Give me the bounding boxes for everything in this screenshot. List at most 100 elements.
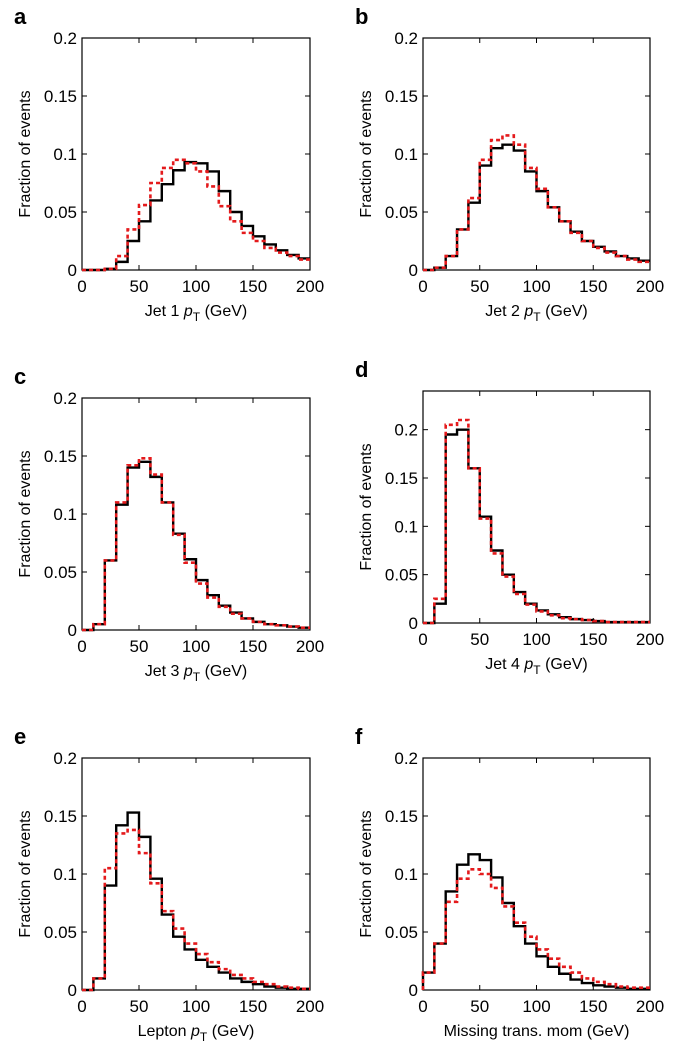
y-tick-label: 0.15 bbox=[44, 807, 77, 826]
panel-e: e 0 50 100 150 200 0 0.05 0.1 0.15 0.2 Fraction of … bbox=[14, 724, 324, 1042]
x-axis-label-sub: T bbox=[193, 310, 201, 324]
y-tick-label: 0.05 bbox=[385, 203, 418, 222]
panel-d: d 0 50 100 150 200 0 0.05 0.1 0.15 0.2 Fraction of … bbox=[355, 357, 664, 677]
y-tick-label: 0 bbox=[409, 614, 418, 633]
y-axis-label: Fraction of events bbox=[17, 90, 34, 217]
x-tick-label: 200 bbox=[296, 277, 324, 296]
y-tick-label: 0.2 bbox=[394, 29, 418, 48]
y-axis-label: Fraction of events bbox=[358, 443, 375, 570]
y-tick-label: 0.05 bbox=[385, 566, 418, 585]
x-tick-label: 50 bbox=[470, 277, 489, 296]
panel-c: c 0 50 100 150 200 0 0.05 0.1 0.15 0.2 Fraction of … bbox=[14, 364, 324, 684]
panel-letter: f bbox=[355, 724, 363, 749]
x-tick-label: 200 bbox=[636, 277, 664, 296]
series-dotted-red bbox=[82, 158, 310, 272]
x-tick-label: 100 bbox=[522, 997, 550, 1016]
series-dotted-red bbox=[421, 868, 650, 990]
x-tick-label: 150 bbox=[579, 630, 607, 649]
panel-letter: a bbox=[14, 4, 27, 29]
x-axis-label: Lepton pT (GeV) bbox=[138, 1023, 255, 1042]
y-tick-label: 0.05 bbox=[385, 923, 418, 942]
series-solid-black bbox=[421, 853, 650, 991]
y-axis-label: Fraction of events bbox=[17, 810, 34, 937]
x-axis-label-text: Jet 3 bbox=[145, 663, 184, 680]
series-solid-black bbox=[82, 160, 310, 272]
x-axis-label-sub: T bbox=[533, 663, 541, 677]
panel-letter: c bbox=[14, 364, 26, 389]
y-tick-label: 0.1 bbox=[53, 865, 77, 884]
y-tick-label: 0.1 bbox=[394, 865, 418, 884]
x-axis-label-text: Jet 4 bbox=[485, 656, 524, 673]
x-axis-label-text: Missing trans. mom (GeV) bbox=[444, 1023, 630, 1040]
x-tick-label: 50 bbox=[130, 997, 149, 1016]
series-dotted-red bbox=[82, 457, 310, 632]
y-tick-label: 0.2 bbox=[394, 421, 418, 440]
x-tick-label: 200 bbox=[296, 637, 324, 656]
x-tick-label: 100 bbox=[182, 637, 210, 656]
plot-frame bbox=[81, 37, 311, 271]
x-axis-label: Jet 2 pT (GeV) bbox=[485, 303, 588, 324]
x-tick-label: 150 bbox=[239, 637, 267, 656]
y-tick-label: 0.2 bbox=[394, 749, 418, 768]
x-axis-label-unit: (GeV) bbox=[541, 656, 588, 673]
x-tick-label: 200 bbox=[636, 630, 664, 649]
y-tick-label: 0.15 bbox=[44, 447, 77, 466]
series-dotted-red bbox=[423, 134, 650, 272]
x-tick-label: 100 bbox=[522, 277, 550, 296]
x-axis-label-var: p bbox=[183, 303, 193, 320]
panel-letter: e bbox=[14, 724, 26, 749]
x-axis-label-text: Jet 2 bbox=[485, 303, 524, 320]
x-axis-label-text: Lepton bbox=[138, 1023, 191, 1040]
x-axis-label: Missing trans. mom (GeV) bbox=[444, 1023, 630, 1040]
y-tick-label: 0.1 bbox=[394, 517, 418, 536]
x-tick-label: 150 bbox=[579, 277, 607, 296]
x-axis-label-var: p bbox=[523, 656, 533, 673]
y-tick-label: 0.2 bbox=[53, 389, 77, 408]
series-solid-black bbox=[82, 460, 310, 632]
x-tick-label: 0 bbox=[418, 997, 427, 1016]
x-tick-label: 150 bbox=[579, 997, 607, 1016]
y-tick-label: 0.15 bbox=[385, 87, 418, 106]
x-tick-label: 50 bbox=[130, 277, 149, 296]
y-tick-label: 0.15 bbox=[44, 87, 77, 106]
x-tick-label: 200 bbox=[636, 997, 664, 1016]
x-tick-label: 100 bbox=[522, 630, 550, 649]
series-dotted-red bbox=[423, 418, 650, 625]
x-tick-label: 200 bbox=[296, 997, 324, 1016]
panel-a: a 0 50 100 150 200 0 0.05 0.1 0.15 0.2 Fraction of … bbox=[14, 4, 324, 324]
x-axis-label-unit: (GeV) bbox=[541, 303, 588, 320]
panel-f: f 0 50 100 150 200 0 0.05 0.1 0.15 0.2 Fraction of … bbox=[355, 724, 664, 1040]
x-tick-label: 0 bbox=[418, 630, 427, 649]
series-solid-black bbox=[423, 428, 650, 625]
x-tick-label: 150 bbox=[239, 277, 267, 296]
x-axis-label-unit: (GeV) bbox=[207, 1023, 254, 1040]
x-axis-label-unit: (GeV) bbox=[200, 303, 247, 320]
y-tick-label: 0 bbox=[68, 981, 77, 1000]
y-axis-label: Fraction of events bbox=[358, 810, 375, 937]
x-axis-label-var: p bbox=[190, 1023, 200, 1040]
y-tick-label: 0.05 bbox=[44, 563, 77, 582]
y-tick-label: 0.15 bbox=[385, 469, 418, 488]
x-axis-label-sub: T bbox=[533, 310, 541, 324]
x-axis-label-unit: (GeV) bbox=[200, 663, 247, 680]
x-tick-label: 0 bbox=[77, 277, 86, 296]
y-tick-label: 0 bbox=[409, 261, 418, 280]
y-tick-label: 0 bbox=[68, 261, 77, 280]
y-tick-label: 0.1 bbox=[394, 145, 418, 164]
x-axis-label-text: Jet 1 bbox=[145, 303, 184, 320]
x-tick-label: 50 bbox=[130, 637, 149, 656]
x-axis-label: Jet 1 pT (GeV) bbox=[145, 303, 248, 324]
y-axis-label: Fraction of events bbox=[358, 90, 375, 217]
panel-letter: b bbox=[355, 4, 368, 29]
panel-b: b 0 50 100 150 200 0 0.05 0.1 0.15 0.2 Fraction of … bbox=[355, 4, 664, 324]
y-axis-label: Fraction of events bbox=[17, 450, 34, 577]
x-axis-label-sub: T bbox=[200, 1030, 208, 1042]
series-dotted-red bbox=[82, 828, 310, 992]
y-tick-label: 0.1 bbox=[53, 505, 77, 524]
y-tick-label: 0.2 bbox=[53, 29, 77, 48]
x-tick-label: 50 bbox=[470, 630, 489, 649]
x-axis-label: Jet 4 pT (GeV) bbox=[485, 656, 588, 677]
x-axis-label: Jet 3 pT (GeV) bbox=[145, 663, 248, 684]
x-tick-label: 100 bbox=[182, 277, 210, 296]
